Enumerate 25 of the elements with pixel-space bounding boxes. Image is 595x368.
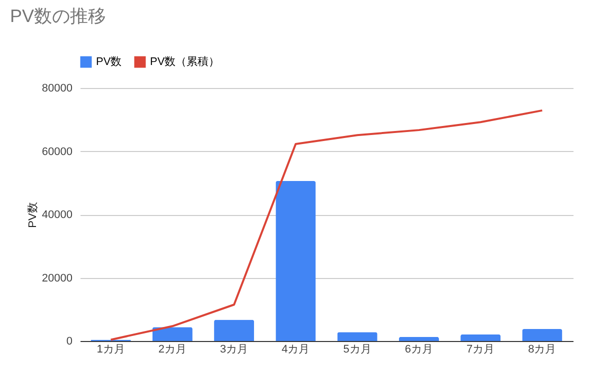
x-tick-label: 6カ月	[404, 344, 433, 356]
chart-title: PV数の推移	[10, 6, 106, 26]
line-series	[110, 109, 544, 341]
y-tick-label: 20000	[42, 272, 72, 284]
x-tick-label: 2カ月	[158, 344, 186, 356]
x-tick-label: 4カ月	[282, 344, 310, 356]
bar	[152, 327, 192, 341]
bar	[460, 334, 501, 341]
y-axis-title: PV数	[26, 202, 39, 228]
bar	[214, 320, 254, 341]
legend-label: PV数	[96, 56, 122, 68]
bar	[276, 180, 316, 341]
y-tick-label: 80000	[42, 82, 72, 94]
y-tick-label: 0	[66, 336, 72, 348]
bar	[398, 336, 439, 341]
legend-label: PV数（累積）	[150, 56, 220, 68]
y-tick-label: 60000	[42, 146, 72, 158]
x-tick-label: 3カ月	[220, 344, 248, 356]
x-tick-label: 8カ月	[528, 344, 556, 356]
bar	[337, 332, 378, 341]
bar	[522, 328, 562, 341]
x-tick-label: 7カ月	[466, 344, 495, 356]
y-tick-label: 40000	[42, 209, 72, 221]
x-tick-label: 5カ月	[343, 344, 372, 356]
x-tick-label: 1カ月	[96, 344, 125, 356]
